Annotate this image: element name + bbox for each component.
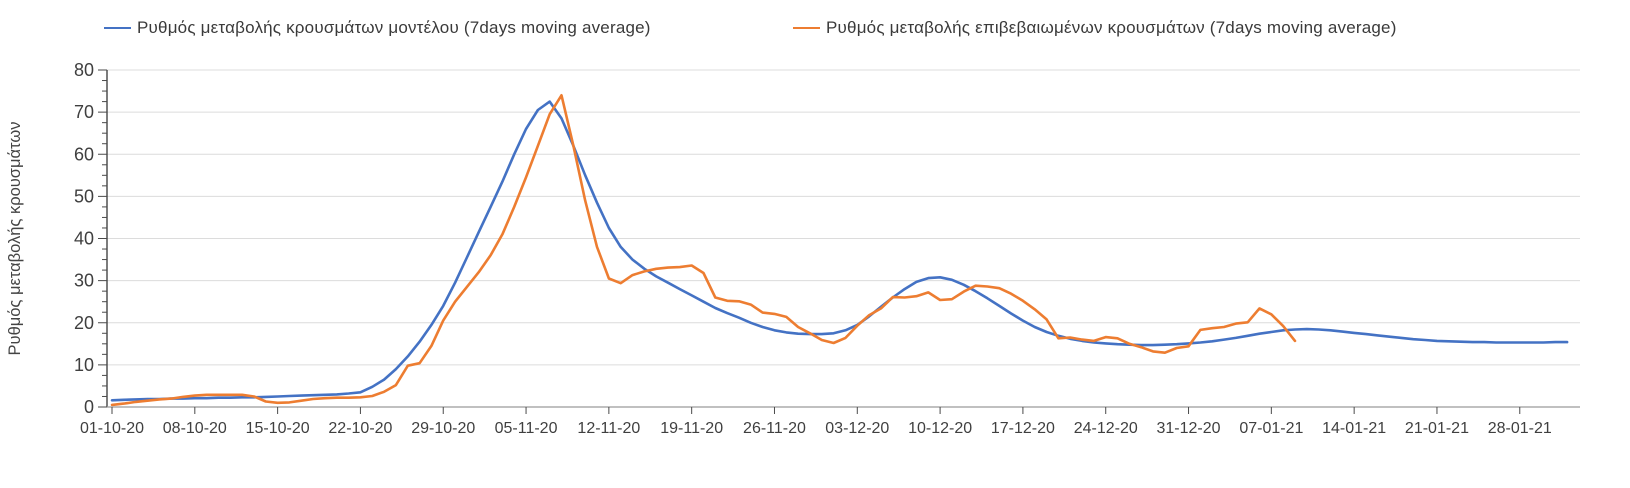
series-line-confirmed	[110, 94, 1297, 407]
y-axis-title: Ρυθμός μεταβολής κρουσμάτων	[6, 122, 24, 356]
x-tick-label: 07-01-21	[1239, 420, 1303, 437]
legend-label-confirmed: Ρυθμός μεταβολής επιβεβαιωμένων κρουσμάτ…	[826, 18, 1397, 37]
y-tick-label: 30	[74, 271, 94, 291]
x-tick-label: 10-12-20	[908, 420, 972, 437]
y-tick-label: 50	[74, 186, 94, 206]
y-axis-ticks	[98, 69, 107, 408]
x-tick-label: 17-12-20	[991, 420, 1055, 437]
series-line-model	[110, 100, 1569, 402]
x-tick-label: 12-11-20	[577, 420, 640, 437]
x-tick-label: 19-11-20	[660, 420, 723, 437]
x-tick-label: 14-01-21	[1322, 420, 1386, 437]
x-tick-label: 15-10-20	[246, 420, 310, 437]
legend-line-model-icon	[104, 27, 131, 29]
y-tick-label: 40	[74, 229, 94, 249]
y-tick-label: 0	[84, 397, 94, 417]
y-tick-label: 60	[74, 144, 94, 164]
x-tick-label: 22-10-20	[328, 420, 392, 437]
y-tick-label: 80	[74, 60, 94, 80]
y-tick-label: 20	[74, 313, 94, 333]
legend: Ρυθμός μεταβολής κρουσμάτων μοντέλου (7d…	[0, 18, 1630, 44]
x-tick-label: 28-01-21	[1488, 420, 1552, 437]
y-tick-label: 70	[74, 102, 94, 122]
x-tick-label: 31-12-20	[1157, 420, 1221, 437]
x-tick-label: 24-12-20	[1074, 420, 1138, 437]
x-tick-label: 05-11-20	[495, 420, 558, 437]
gridlines	[107, 69, 1580, 366]
x-axis-ticks: 01-10-20 08-10-20 15-10-20 22-10-20 29-10-20…	[80, 407, 1552, 437]
y-tick-label: 10	[74, 355, 94, 375]
legend-line-confirmed-icon	[793, 27, 820, 29]
x-tick-label: 21-01-21	[1405, 420, 1469, 437]
x-tick-label: 26-11-20	[743, 420, 806, 437]
x-tick-label: 03-12-20	[825, 420, 889, 437]
legend-item-confirmed[interactable]: Ρυθμός μεταβολής επιβεβαιωμένων κρουσμάτ…	[793, 18, 1397, 38]
legend-item-model[interactable]: Ρυθμός μεταβολής κρουσμάτων μοντέλου (7d…	[104, 18, 651, 38]
y-axis-labels: 0 10 20 30 40 50 60 70 80	[74, 60, 94, 417]
legend-label-model: Ρυθμός μεταβολής κρουσμάτων μοντέλου (7d…	[137, 18, 651, 37]
x-tick-label: 08-10-20	[163, 420, 227, 437]
x-tick-label: 29-10-20	[411, 420, 475, 437]
x-tick-label: 01-10-20	[80, 420, 144, 437]
